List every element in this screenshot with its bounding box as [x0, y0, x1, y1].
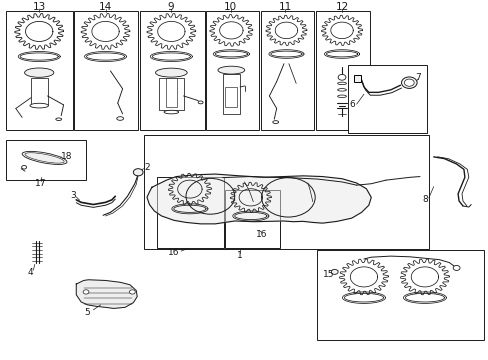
- Text: 7: 7: [414, 73, 420, 82]
- Circle shape: [404, 79, 413, 86]
- Text: 15: 15: [323, 270, 334, 279]
- Bar: [159, 78, 183, 110]
- Bar: [205, 11, 259, 130]
- Text: 6: 6: [349, 100, 355, 109]
- Bar: [143, 135, 428, 249]
- Ellipse shape: [56, 118, 61, 121]
- Text: 13: 13: [33, 2, 46, 12]
- Text: 11: 11: [278, 2, 291, 12]
- Bar: [222, 75, 240, 114]
- Text: 16: 16: [256, 230, 267, 239]
- Ellipse shape: [337, 89, 346, 91]
- Bar: [315, 11, 369, 130]
- Circle shape: [129, 290, 135, 294]
- Ellipse shape: [218, 66, 244, 74]
- Circle shape: [83, 290, 89, 294]
- Text: 8: 8: [421, 195, 427, 204]
- Bar: [347, 66, 427, 133]
- Ellipse shape: [163, 110, 178, 114]
- Text: 14: 14: [99, 2, 112, 12]
- Ellipse shape: [337, 82, 346, 85]
- Bar: [140, 11, 204, 130]
- Bar: [31, 78, 47, 105]
- Text: 10: 10: [224, 2, 237, 12]
- Text: 1: 1: [236, 251, 242, 260]
- Bar: [225, 87, 237, 107]
- Circle shape: [21, 166, 26, 169]
- Bar: [157, 176, 224, 248]
- Ellipse shape: [272, 121, 278, 123]
- Circle shape: [133, 169, 143, 176]
- Ellipse shape: [337, 95, 346, 98]
- Text: 17: 17: [35, 179, 47, 188]
- Ellipse shape: [25, 153, 64, 163]
- Circle shape: [337, 75, 345, 80]
- Bar: [5, 140, 86, 180]
- Text: 4: 4: [27, 268, 33, 277]
- Ellipse shape: [30, 103, 48, 108]
- Circle shape: [401, 77, 416, 89]
- Ellipse shape: [24, 68, 54, 77]
- Text: 5: 5: [84, 307, 90, 316]
- Circle shape: [330, 269, 337, 274]
- Circle shape: [452, 265, 459, 270]
- Text: 3: 3: [70, 191, 76, 200]
- Ellipse shape: [117, 117, 123, 120]
- Polygon shape: [147, 174, 370, 224]
- Polygon shape: [76, 280, 137, 309]
- Bar: [74, 11, 138, 130]
- Ellipse shape: [22, 151, 67, 165]
- Bar: [5, 11, 73, 130]
- Text: 9: 9: [167, 2, 174, 12]
- Bar: [165, 78, 177, 107]
- Bar: [224, 190, 279, 248]
- Text: 18: 18: [61, 152, 72, 161]
- Bar: [316, 249, 484, 340]
- Ellipse shape: [155, 68, 187, 77]
- Text: 2: 2: [144, 163, 149, 172]
- Bar: [260, 11, 314, 130]
- Ellipse shape: [198, 101, 203, 104]
- Bar: [353, 75, 360, 82]
- Text: 12: 12: [335, 2, 348, 12]
- Text: 16: 16: [168, 248, 179, 257]
